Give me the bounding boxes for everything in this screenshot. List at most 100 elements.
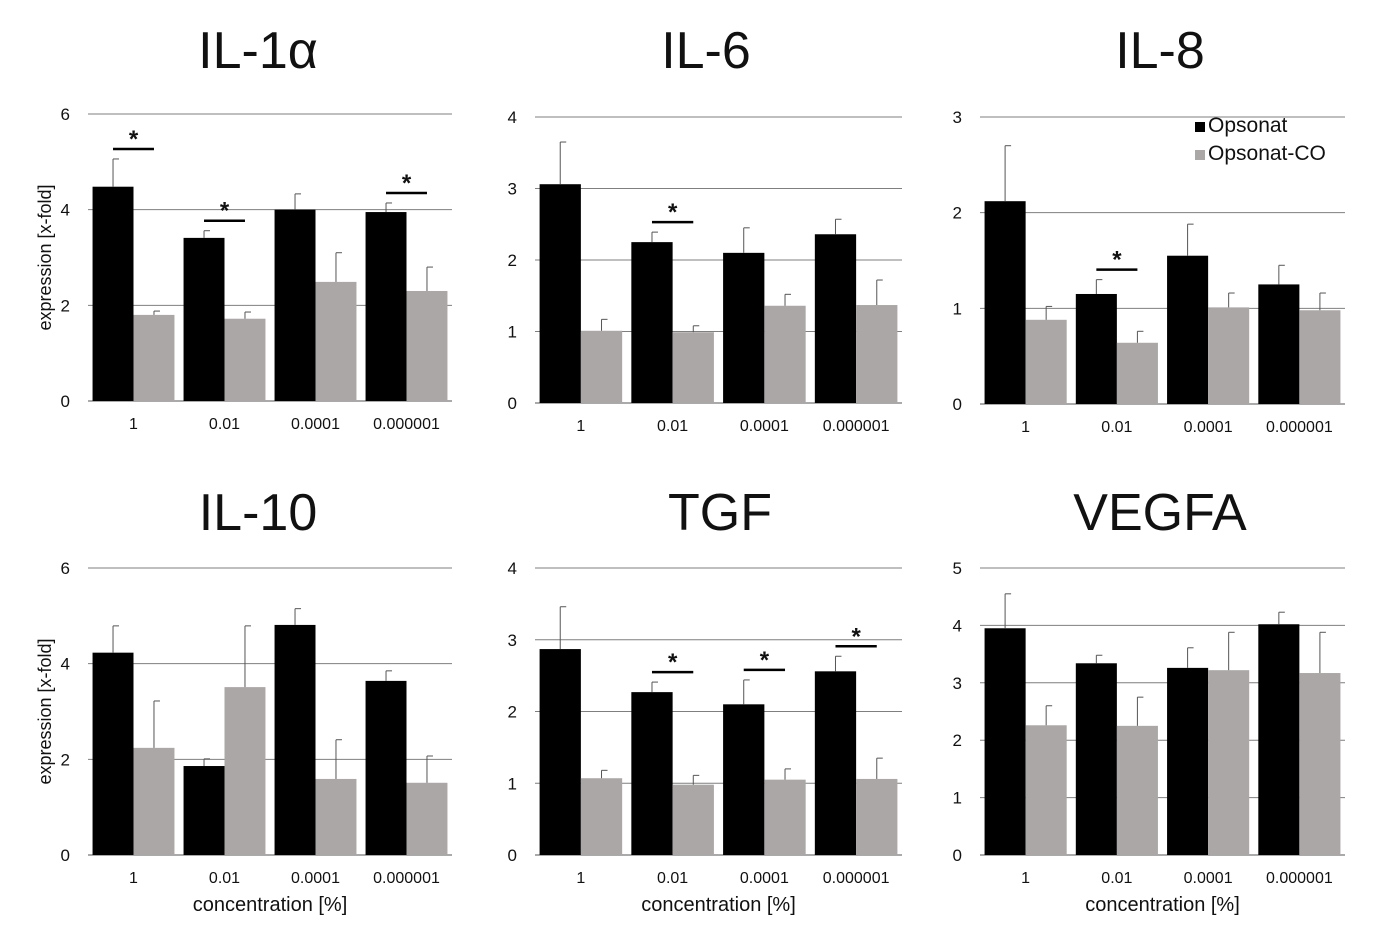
bar-Opsonat-0.0001 xyxy=(1167,667,1209,855)
x-tick-label: 1 xyxy=(1021,419,1030,436)
y-tick-label: 1 xyxy=(508,774,517,793)
x-tick-label: 1 xyxy=(1021,870,1030,887)
bar-Opsonat-CO-0.000001 xyxy=(406,290,448,401)
bar-Opsonat-CO-1 xyxy=(580,778,623,855)
x-tick-label: 0.0001 xyxy=(291,870,340,887)
y-tick-label: 1 xyxy=(953,789,962,808)
bar-Opsonat-1 xyxy=(539,649,581,855)
bar-Opsonat-CO-0.01 xyxy=(1116,342,1158,404)
x-axis-label: concentration [%] xyxy=(193,894,348,916)
bar-Opsonat-CO-0.000001 xyxy=(856,778,898,855)
bar-Opsonat-CO-0.01 xyxy=(224,687,266,855)
x-tick-label: 0.01 xyxy=(209,416,240,433)
bar-Opsonat-CO-1 xyxy=(133,747,175,855)
y-tick-label: 2 xyxy=(508,703,517,722)
y-tick-label: 2 xyxy=(61,296,70,315)
chart-title: IL-1α xyxy=(198,22,318,80)
chart-title: VEGFA xyxy=(1073,484,1247,542)
x-tick-label: 1 xyxy=(129,416,138,433)
bar-Opsonat-CO-0.0001 xyxy=(315,281,357,401)
bar-Opsonat-CO-1 xyxy=(1025,319,1067,404)
significance-marker: * xyxy=(668,199,678,226)
bar-Opsonat-0.0001 xyxy=(723,704,765,855)
bar-Opsonat-0.0001 xyxy=(274,209,316,401)
bar-Opsonat-CO-1 xyxy=(1025,725,1067,855)
bar-Opsonat-CO-0.000001 xyxy=(1299,673,1341,855)
significance-marker: * xyxy=(1112,247,1122,274)
bar-Opsonat-0.000001 xyxy=(365,680,407,855)
y-tick-label: 4 xyxy=(508,108,517,127)
legend-swatch xyxy=(1195,150,1205,160)
bar-Opsonat-0.01 xyxy=(1075,663,1117,855)
y-tick-label: 1 xyxy=(508,323,517,342)
chart-panel-TGF: TGF 0 1 2 3 4 1 0.01 * 0.0001 * 0.000001 * concentrat… xyxy=(508,484,902,916)
significance-marker: * xyxy=(129,126,139,153)
y-tick-label: 4 xyxy=(953,616,962,635)
bar-Opsonat-0.01 xyxy=(183,766,225,855)
bar-Opsonat-0.000001 xyxy=(1258,624,1300,855)
x-tick-label: 1 xyxy=(129,870,138,887)
x-tick-label: 0.000001 xyxy=(1266,870,1333,887)
x-tick-label: 0.01 xyxy=(209,870,240,887)
y-tick-label: 1 xyxy=(953,299,962,318)
chart-title: IL-8 xyxy=(1115,22,1205,80)
bar-Opsonat-CO-1 xyxy=(133,314,175,401)
bar-Opsonat-0.01 xyxy=(631,242,673,403)
y-tick-label: 2 xyxy=(953,204,962,223)
x-axis-label: concentration [%] xyxy=(641,894,796,916)
x-tick-label: 0.0001 xyxy=(1184,419,1233,436)
significance-marker: * xyxy=(220,198,230,225)
x-tick-label: 0.01 xyxy=(1101,419,1132,436)
y-tick-label: 0 xyxy=(61,392,70,411)
chart-panel-IL-1α: IL-1α 0 2 4 6 1 * 0.01 * 0.0001 0.000001 * expressio… xyxy=(35,22,452,433)
y-tick-label: 2 xyxy=(953,731,962,750)
x-tick-label: 0.0001 xyxy=(1184,870,1233,887)
x-tick-label: 0.000001 xyxy=(823,418,890,435)
bar-Opsonat-1 xyxy=(984,201,1026,404)
bar-Opsonat-0.000001 xyxy=(814,671,857,855)
significance-marker: * xyxy=(668,649,678,676)
y-tick-label: 3 xyxy=(953,674,962,693)
x-tick-label: 0.0001 xyxy=(740,870,789,887)
y-tick-label: 0 xyxy=(953,846,962,865)
x-tick-label: 0.01 xyxy=(657,870,688,887)
legend: Opsonat Opsonat-CO xyxy=(1195,114,1326,165)
chart-title: IL-10 xyxy=(199,484,318,542)
significance-marker: * xyxy=(851,623,861,650)
x-tick-label: 0.0001 xyxy=(291,416,340,433)
y-tick-label: 6 xyxy=(61,105,70,124)
bar-Opsonat-CO-0.000001 xyxy=(1299,310,1341,404)
y-axis-label: expression [x-fold] xyxy=(35,638,55,784)
y-tick-label: 3 xyxy=(953,108,962,127)
chart-panel-VEGFA: VEGFA 0 1 2 3 4 5 1 0.01 0.0001 0.000001 concentrat… xyxy=(953,484,1345,916)
bar-Opsonat-CO-0.01 xyxy=(672,784,714,855)
legend-swatch xyxy=(1195,122,1205,132)
significance-marker: * xyxy=(402,170,412,197)
bar-Opsonat-0.01 xyxy=(183,237,225,401)
bar-Opsonat-CO-0.0001 xyxy=(1208,670,1250,855)
chart-title: TGF xyxy=(668,484,772,542)
significance-marker: * xyxy=(760,647,770,674)
y-tick-label: 0 xyxy=(953,395,962,414)
bar-Opsonat-CO-1 xyxy=(580,330,623,403)
bar-Opsonat-0.0001 xyxy=(723,252,765,403)
chart-panel-IL-10: IL-10 0 2 4 6 1 0.01 0.0001 0.000001 expression [… xyxy=(35,484,452,916)
legend-label: Opsonat xyxy=(1208,114,1288,137)
chart-panel-IL-6: IL-6 0 1 2 3 4 1 0.01 * 0.0001 0.000001 xyxy=(508,22,902,435)
x-tick-label: 1 xyxy=(576,870,585,887)
y-tick-label: 0 xyxy=(508,394,517,413)
bar-Opsonat-CO-0.01 xyxy=(672,332,714,403)
bar-Opsonat-CO-0.0001 xyxy=(315,778,357,855)
bar-Opsonat-CO-0.0001 xyxy=(764,779,806,855)
x-tick-label: 0.0001 xyxy=(740,418,789,435)
y-axis-label: expression [x-fold] xyxy=(35,184,55,330)
bar-Opsonat-CO-0.000001 xyxy=(406,782,448,855)
y-tick-label: 4 xyxy=(61,655,70,674)
bar-Opsonat-CO-0.01 xyxy=(1116,725,1158,855)
y-tick-label: 6 xyxy=(61,559,70,578)
y-tick-label: 4 xyxy=(508,559,517,578)
bar-Opsonat-0.01 xyxy=(1075,293,1117,404)
y-tick-label: 3 xyxy=(508,180,517,199)
y-tick-label: 4 xyxy=(61,201,70,220)
bar-Opsonat-1 xyxy=(92,652,134,855)
